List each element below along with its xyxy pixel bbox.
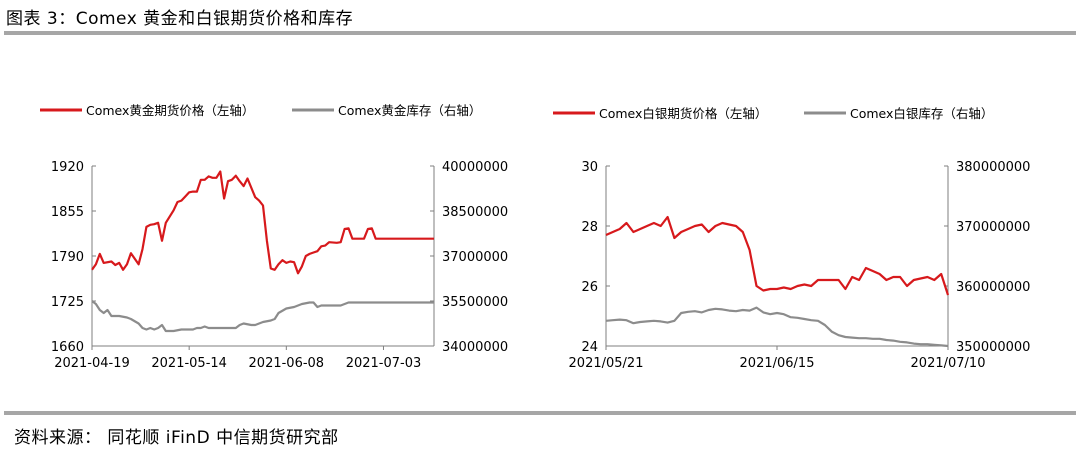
silver-series-line-inventory <box>605 306 949 348</box>
silver-left-tick-label: 26 <box>581 280 598 295</box>
silver-x-tick-label: 2021/06/15 <box>740 356 815 371</box>
source-note: 资料来源： 同花顺 iFinD 中信期货研究部 <box>14 428 339 448</box>
gold-x-tick-label: 2021-06-08 <box>249 356 325 371</box>
gold-left-tick-label: 1855 <box>51 205 84 220</box>
silver-right-tick-label: 370000000 <box>956 220 1030 235</box>
silver-legend-label-inventory: Comex白银库存（右轴） <box>850 106 993 121</box>
gold-right-tick-label: 40000000 <box>442 160 508 175</box>
gold-x-tick-label: 2021-04-19 <box>54 356 130 371</box>
silver-right-tick-label: 380000000 <box>956 160 1030 175</box>
gold-x-tick-label: 2021-05-14 <box>151 356 227 371</box>
gold-left-tick-label: 1790 <box>51 250 84 265</box>
top-divider <box>4 31 1076 35</box>
silver-x-tick-label: 2021/05/21 <box>569 356 644 371</box>
silver-right-tick-label: 350000000 <box>956 340 1030 355</box>
silver-legend-label-price: Comex白银期货价格（左轴） <box>599 106 767 121</box>
gold-left-tick-label: 1725 <box>51 295 84 310</box>
bottom-divider <box>4 411 1076 415</box>
silver-left-tick-label: 24 <box>581 340 598 355</box>
silver-left-tick-label: 28 <box>581 220 598 235</box>
gold-legend-label-price: Comex黄金期货价格（左轴） <box>86 103 254 118</box>
gold-right-tick-label: 34000000 <box>442 340 508 355</box>
gold-right-tick-label: 38500000 <box>442 205 508 220</box>
silver-series-line-price <box>605 215 950 296</box>
figure-title: 图表 3：Comex 黄金和白银期货价格和库存 <box>6 9 354 29</box>
gold-left-tick-label: 1660 <box>51 340 84 355</box>
gold-legend-label-inventory: Comex黄金库存（右轴） <box>338 103 481 118</box>
gold-x-tick-label: 2021-07-03 <box>346 356 422 371</box>
silver-x-tick-label: 2021/07/10 <box>911 356 986 371</box>
gold-series-line-inventory <box>91 300 434 333</box>
gold-series-line-price <box>91 170 434 275</box>
gold-left-tick-label: 1920 <box>51 160 84 175</box>
silver-right-tick-label: 360000000 <box>956 280 1030 295</box>
gold-right-tick-label: 37000000 <box>442 250 508 265</box>
gold-right-tick-label: 35500000 <box>442 295 508 310</box>
silver-left-tick-label: 30 <box>581 160 598 175</box>
